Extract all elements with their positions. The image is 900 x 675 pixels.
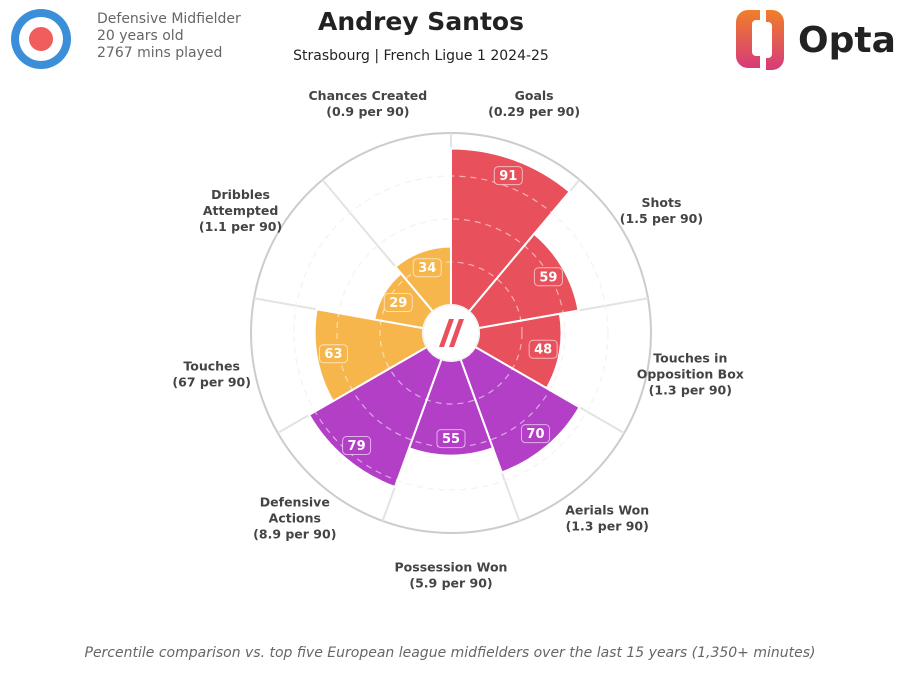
club-logo bbox=[11, 9, 71, 69]
category-sublabel: (1.3 per 90) bbox=[649, 383, 732, 398]
category-label: Goals bbox=[515, 88, 554, 103]
category-sublabel: (0.9 per 90) bbox=[326, 104, 409, 119]
value-badge bbox=[528, 339, 558, 359]
category-sublabel: (1.3 per 90) bbox=[566, 519, 649, 534]
pizza-plot: 91 Goals(0.29 per 90) 59 Shots(1.5 per 90) 4… bbox=[172, 88, 743, 590]
category-label: Opposition Box bbox=[637, 367, 744, 382]
category-label: Actions bbox=[269, 511, 321, 526]
center-hole bbox=[422, 304, 480, 362]
category-label: Touches in bbox=[653, 351, 727, 366]
value-badge bbox=[412, 258, 442, 278]
grid-ring-overlay bbox=[379, 261, 523, 405]
footnote: Percentile comparison vs. top five Europ… bbox=[85, 645, 816, 661]
center-mark bbox=[439, 319, 464, 347]
value-label: 70 bbox=[526, 427, 544, 442]
value-badge bbox=[493, 166, 523, 186]
category-label: Chances Created bbox=[309, 88, 428, 103]
category-sublabel: (67 per 90) bbox=[172, 375, 251, 390]
brand-bracket-left bbox=[736, 10, 760, 68]
value-label: 48 bbox=[534, 343, 552, 358]
value-badge bbox=[436, 429, 466, 449]
grid-ring-overlay bbox=[293, 175, 609, 491]
player-minutes: 2767 mins played bbox=[97, 45, 222, 61]
brand-name: Opta bbox=[798, 20, 896, 61]
category-sublabel: (8.9 per 90) bbox=[253, 527, 336, 542]
category-sublabel: (1.5 per 90) bbox=[620, 211, 703, 226]
value-label: 55 bbox=[442, 432, 460, 447]
value-label: 63 bbox=[324, 347, 342, 362]
chart-subtitle: Strasbourg | French Ligue 1 2024-25 bbox=[293, 48, 549, 64]
value-badge bbox=[318, 344, 348, 364]
value-label: 34 bbox=[418, 261, 436, 276]
category-label: Dribbles bbox=[211, 187, 270, 202]
category-label: Attempted bbox=[203, 203, 278, 218]
category-label: Possession Won bbox=[395, 560, 508, 575]
category-sublabel: (5.9 per 90) bbox=[409, 576, 492, 591]
value-badge bbox=[533, 267, 563, 287]
brand-logo: Opta bbox=[736, 10, 896, 70]
player-age: 20 years old bbox=[97, 28, 184, 44]
category-label: Touches bbox=[183, 359, 240, 374]
value-label: 79 bbox=[348, 439, 366, 454]
value-badge bbox=[383, 293, 413, 313]
value-badge bbox=[342, 436, 372, 456]
value-label: 59 bbox=[539, 270, 557, 285]
value-label: 29 bbox=[389, 296, 407, 311]
brand-bracket-right bbox=[766, 10, 784, 70]
value-label: 91 bbox=[499, 169, 517, 184]
category-sublabel: (1.1 per 90) bbox=[199, 219, 282, 234]
category-sublabel: (0.29 per 90) bbox=[488, 104, 580, 119]
category-label: Defensive bbox=[260, 495, 330, 510]
category-label: Shots bbox=[641, 195, 681, 210]
value-badge bbox=[520, 424, 550, 444]
logo-mark bbox=[29, 27, 53, 51]
category-label: Aerials Won bbox=[565, 503, 649, 518]
chart-title: Andrey Santos bbox=[318, 7, 524, 36]
player-role: Defensive Midfielder bbox=[97, 11, 241, 27]
